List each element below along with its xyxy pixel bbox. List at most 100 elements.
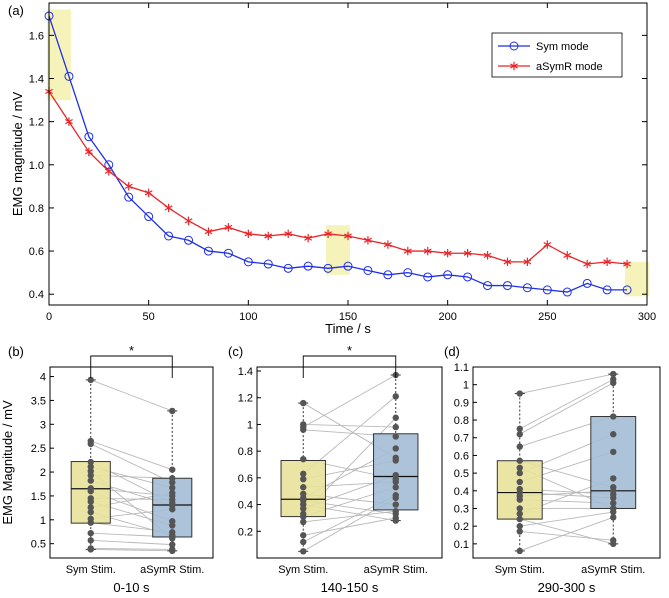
asymr-marker xyxy=(503,257,512,267)
asymr-marker xyxy=(623,259,632,269)
highlight-window xyxy=(625,261,649,297)
y-tick-label: 1.1 xyxy=(454,362,469,374)
panel-label-d: (d) xyxy=(444,344,460,359)
pair-line xyxy=(303,374,396,428)
y-tick-label: 0.6 xyxy=(238,473,253,485)
category-label: aSymR Stim. xyxy=(140,564,204,576)
pair-line xyxy=(519,511,614,527)
data-point xyxy=(516,547,523,555)
data-point xyxy=(169,475,176,482)
sym-marker xyxy=(582,278,592,288)
x-axis-label: 0-10 s xyxy=(113,580,150,595)
data-point xyxy=(87,487,94,495)
sym-marker xyxy=(622,285,632,295)
y-tick-label: 2.5 xyxy=(31,443,46,455)
data-point xyxy=(516,528,523,535)
series-line-1 xyxy=(48,91,628,265)
data-point xyxy=(300,470,307,478)
data-point xyxy=(169,484,176,492)
x-tick-label: 50 xyxy=(143,311,155,323)
sym-marker xyxy=(223,248,233,258)
box-plot-b: * 0.5 1 1.5 2 2.5 3 3.5 4 Sym Stim. aSymR Stim. 0-1… xyxy=(0,343,214,595)
data-point xyxy=(169,547,176,555)
asymr-marker xyxy=(383,240,392,249)
asymr-marker xyxy=(463,249,472,258)
sym-marker xyxy=(522,283,532,293)
pair-line xyxy=(519,373,614,394)
data-point xyxy=(392,508,399,515)
category-label: Sym Stim. xyxy=(278,564,328,576)
y-tick-label: 0.6 xyxy=(29,246,44,258)
data-point xyxy=(300,484,307,491)
y-tick-label: 0.7 xyxy=(454,433,469,445)
data-point xyxy=(516,496,523,503)
data-point xyxy=(516,425,523,433)
data-point xyxy=(516,390,523,397)
y-tick-label: 0.5 xyxy=(454,468,469,480)
pair-line xyxy=(90,379,173,412)
series-line-0 xyxy=(48,15,628,293)
asymr-marker xyxy=(543,240,552,249)
data-point xyxy=(610,431,617,438)
y-tick-label: 4 xyxy=(40,372,46,384)
significance-star: * xyxy=(129,343,134,358)
data-point xyxy=(516,522,523,530)
plot-frame xyxy=(256,366,443,559)
y-tick-label: 1.2 xyxy=(29,117,44,129)
y-tick-label: 1.0 xyxy=(29,160,44,172)
data-point xyxy=(610,448,617,456)
asymr-marker xyxy=(603,257,612,267)
highlight-window xyxy=(326,225,350,275)
data-point xyxy=(516,505,523,512)
data-point xyxy=(87,546,94,553)
y-tick-label: 1.6 xyxy=(29,30,44,42)
sym-marker xyxy=(363,265,373,275)
pair-line xyxy=(303,517,396,536)
data-point xyxy=(300,532,307,539)
y-tick-label: 1 xyxy=(247,419,253,431)
legend-label: Sym mode xyxy=(536,41,589,53)
asymr-marker xyxy=(124,182,133,191)
data-point xyxy=(516,457,523,464)
pair-line xyxy=(90,440,173,471)
data-point xyxy=(392,445,399,452)
data-point xyxy=(169,489,176,497)
data-point xyxy=(169,407,176,415)
data-point xyxy=(610,499,617,507)
data-point xyxy=(610,537,617,544)
y-tick-label: 0.3 xyxy=(454,503,469,515)
sym-marker xyxy=(64,71,74,81)
data-point xyxy=(392,433,399,440)
data-point xyxy=(516,464,523,472)
data-point xyxy=(87,508,94,516)
asymr-marker xyxy=(423,246,432,256)
asymr-marker xyxy=(483,251,492,260)
panel-label-c: (c) xyxy=(228,344,243,359)
data-point xyxy=(516,515,523,523)
data-point xyxy=(300,548,307,555)
data-point xyxy=(300,399,307,407)
box-plot-c: * 0.2 0.4 0.6 0.8 1 1.2 1.4 Sym Stim. aSymR Stim.… xyxy=(238,343,443,595)
data-point xyxy=(87,529,94,537)
data-point xyxy=(392,501,399,508)
sym-marker xyxy=(243,257,253,267)
y-tick-label: 0.5 xyxy=(31,539,46,551)
data-point xyxy=(300,426,307,433)
box-plot-d: 0.1 0.2 0.3 0.4 0.5 0.6 0.7 0.8 0.9 1 1.1 Sym Stim.… xyxy=(454,362,661,595)
y-tick-label: 0.4 xyxy=(238,500,253,512)
y-tick-label: 0.4 xyxy=(454,486,469,498)
data-point xyxy=(392,393,399,400)
y-tick-label: 0.4 xyxy=(29,289,44,301)
asymr-marker xyxy=(363,236,372,245)
sym-marker xyxy=(542,285,552,295)
asymr-marker xyxy=(523,257,532,267)
sym-marker xyxy=(84,132,94,142)
category-label: Sym Stim. xyxy=(495,564,545,576)
y-tick-label: 1.5 xyxy=(31,491,46,503)
pair-line xyxy=(90,548,173,552)
plot-frame xyxy=(472,366,661,559)
asymr-marker xyxy=(104,167,113,176)
data-point xyxy=(300,513,307,520)
y-tick-label: 1 xyxy=(463,380,469,392)
